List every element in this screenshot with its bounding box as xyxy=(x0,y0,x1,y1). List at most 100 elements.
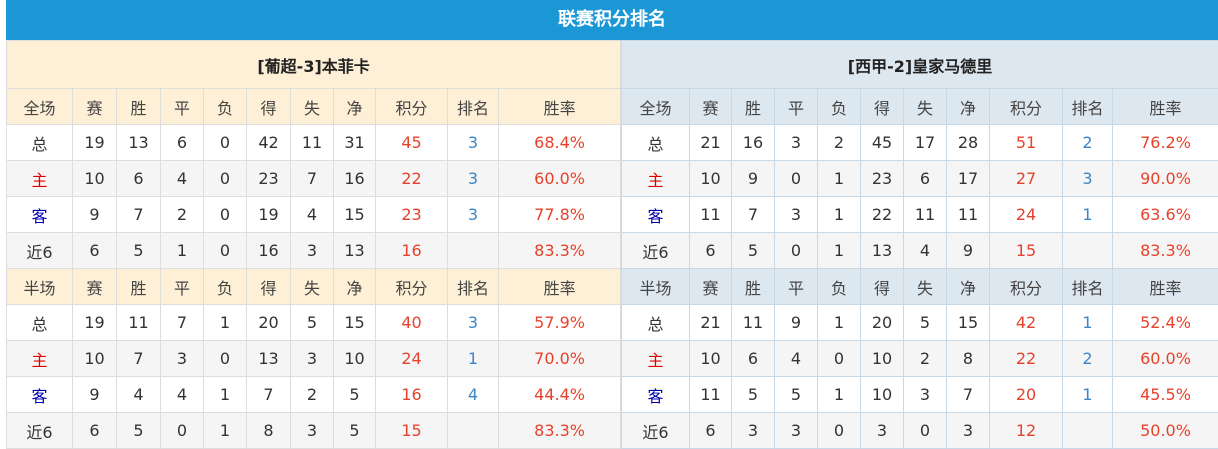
cell-goals-for: 22 xyxy=(860,196,904,233)
cell-goals-for: 19 xyxy=(246,196,291,233)
cell-rank: 2 xyxy=(1062,124,1113,161)
cell-lost: 1 xyxy=(203,304,247,341)
column-header-rank: 排名 xyxy=(1062,268,1113,305)
cell-goals-against: 11 xyxy=(903,196,947,233)
cell-won: 5 xyxy=(116,232,161,269)
cell-goals-for: 42 xyxy=(246,124,291,161)
cell-goals-against: 5 xyxy=(290,304,334,341)
cell-rank: 4 xyxy=(447,376,499,413)
cell-rank: 1 xyxy=(1062,376,1113,413)
cell-won: 5 xyxy=(731,376,775,413)
column-header-win-rate: 胜率 xyxy=(497,88,622,125)
cell-win-rate: 76.2% xyxy=(1112,124,1218,161)
cell-points: 15 xyxy=(375,412,448,449)
cell-won: 6 xyxy=(731,340,775,377)
cell-label: 主 xyxy=(621,160,690,197)
cell-win-rate: 45.5% xyxy=(1112,376,1218,413)
cell-drawn: 7 xyxy=(160,304,204,341)
cell-points: 40 xyxy=(375,304,448,341)
cell-goal-diff: 7 xyxy=(946,376,990,413)
cell-played: 11 xyxy=(689,376,732,413)
cell-played: 21 xyxy=(689,304,732,341)
team-name: [葡超-3]本菲卡 xyxy=(5,40,622,89)
table-row: 近6 6 5 1 0 16 3 13 16 83.3% xyxy=(6,232,622,269)
column-header-goals-against: 失 xyxy=(903,88,947,125)
cell-points: 22 xyxy=(375,160,448,197)
cell-goals-for: 16 xyxy=(246,232,291,269)
cell-drawn: 3 xyxy=(774,196,818,233)
cell-lost: 1 xyxy=(203,412,247,449)
cell-points: 24 xyxy=(375,340,448,377)
cell-drawn: 4 xyxy=(774,340,818,377)
cell-label: 总 xyxy=(621,124,690,161)
cell-points: 16 xyxy=(375,376,448,413)
cell-goal-diff: 15 xyxy=(333,196,376,233)
cell-goals-for: 10 xyxy=(860,376,904,413)
cell-points: 15 xyxy=(989,232,1063,269)
cell-label: 主 xyxy=(621,340,690,377)
cell-goal-diff: 8 xyxy=(946,340,990,377)
cell-win-rate: 90.0% xyxy=(1112,160,1218,197)
cell-goals-against: 4 xyxy=(290,196,334,233)
fulltime-header-row: 全场赛胜平负得失净积分 排名 胜率 xyxy=(6,88,622,125)
column-header-goals-for: 得 xyxy=(860,268,904,305)
column-header-points: 积分 xyxy=(989,88,1063,125)
table-row: 客 9 7 2 0 19 4 15 23 3 77.8% xyxy=(6,196,622,233)
cell-played: 6 xyxy=(72,232,117,269)
cell-rank: 1 xyxy=(447,340,499,377)
cell-goals-against: 3 xyxy=(290,232,334,269)
halftime-header-row: 半场赛胜平负得失净积分 排名 胜率 xyxy=(6,268,622,305)
cell-played: 10 xyxy=(72,160,117,197)
cell-played: 6 xyxy=(689,412,732,449)
column-header-won: 胜 xyxy=(731,88,775,125)
cell-won: 5 xyxy=(116,412,161,449)
cell-goals-for: 20 xyxy=(860,304,904,341)
column-header-won: 胜 xyxy=(116,88,161,125)
cell-lost: 0 xyxy=(203,196,247,233)
cell-drawn: 4 xyxy=(160,376,204,413)
cell-rank: 3 xyxy=(447,196,499,233)
cell-win-rate: 60.0% xyxy=(1112,340,1218,377)
cell-played: 9 xyxy=(72,376,117,413)
column-header-lost: 负 xyxy=(203,268,247,305)
column-header-lost: 负 xyxy=(817,88,861,125)
cell-drawn: 1 xyxy=(160,232,204,269)
cell-label: 主 xyxy=(6,340,73,377)
cell-played: 6 xyxy=(689,232,732,269)
cell-won: 5 xyxy=(731,232,775,269)
cell-win-rate: 44.4% xyxy=(497,376,622,413)
cell-rank: 2 xyxy=(1062,340,1113,377)
cell-points: 51 xyxy=(989,124,1063,161)
cell-points: 42 xyxy=(989,304,1063,341)
column-header-points: 积分 xyxy=(989,268,1063,305)
table-row: 近6 6 3 3 0 3 0 3 12 50.0% xyxy=(621,412,1218,449)
cell-goals-against: 3 xyxy=(290,340,334,377)
cell-goal-diff: 17 xyxy=(946,160,990,197)
cell-label: 近6 xyxy=(6,232,73,269)
cell-goals-against: 7 xyxy=(290,160,334,197)
cell-goals-against: 6 xyxy=(903,160,947,197)
cell-label: 客 xyxy=(6,376,73,413)
cell-drawn: 3 xyxy=(774,124,818,161)
column-header-goals-for: 得 xyxy=(246,88,291,125)
cell-goals-for: 20 xyxy=(246,304,291,341)
cell-played: 9 xyxy=(72,196,117,233)
table-row: 总 19 13 6 0 42 11 31 45 3 68.4% xyxy=(6,124,622,161)
cell-goals-against: 2 xyxy=(290,376,334,413)
column-header-played: 赛 xyxy=(689,268,732,305)
cell-points: 22 xyxy=(989,340,1063,377)
column-header-win-rate: 胜率 xyxy=(497,268,622,305)
cell-rank: 3 xyxy=(447,124,499,161)
cell-label: 客 xyxy=(621,196,690,233)
panel-title: 联赛积分排名 xyxy=(6,0,1218,40)
cell-points: 27 xyxy=(989,160,1063,197)
cell-rank xyxy=(1062,232,1113,269)
cell-goals-against: 2 xyxy=(903,340,947,377)
cell-goal-diff: 31 xyxy=(333,124,376,161)
cell-won: 13 xyxy=(116,124,161,161)
fulltime-header-row: 全场赛胜平负得失净积分 排名 胜率 xyxy=(621,88,1218,125)
column-header-label: 全场 xyxy=(6,88,73,125)
cell-rank: 3 xyxy=(1062,160,1113,197)
cell-lost: 0 xyxy=(817,340,861,377)
cell-lost: 1 xyxy=(817,376,861,413)
